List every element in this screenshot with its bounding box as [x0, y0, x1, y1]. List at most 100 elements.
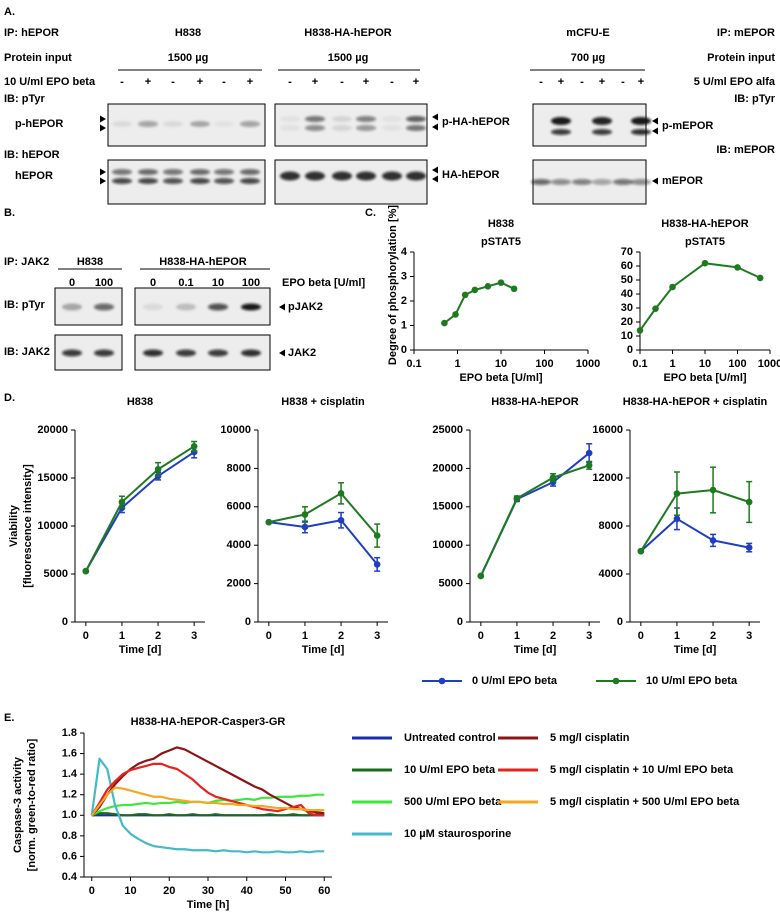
y-tick-label: 20: [621, 316, 633, 328]
band: [62, 349, 82, 357]
label: 10 U/ml EPO beta: [4, 76, 96, 88]
panel-label: B.: [4, 207, 15, 219]
band: [305, 116, 325, 122]
chart-title: H838: [488, 218, 514, 230]
label: IB: pTyr: [734, 93, 775, 105]
band: [631, 179, 651, 185]
band: [551, 117, 571, 125]
x-axis-label: Time [d]: [514, 644, 557, 656]
x-tick-label: 0.1: [632, 358, 647, 370]
series-line: [268, 519, 378, 566]
band: [138, 121, 158, 127]
band: [305, 125, 325, 131]
lane-label: -: [288, 76, 292, 88]
y-tick-label: 1.2: [62, 789, 77, 801]
marker: [373, 561, 381, 568]
x-tick-label: 1: [119, 630, 125, 642]
y-tick-label: 4: [401, 246, 408, 258]
marker: [154, 466, 162, 473]
band: [406, 125, 426, 131]
x-axis-label: Time [h]: [187, 899, 230, 911]
marker: [373, 532, 381, 539]
series-line: [91, 812, 325, 817]
y-tick-label: 5000: [44, 568, 68, 580]
marker: [669, 283, 676, 291]
x-tick-label: 2: [155, 630, 161, 642]
label: Protein input: [707, 52, 775, 64]
band: [190, 178, 210, 184]
label: IB: pTyr: [4, 299, 45, 311]
series-line: [84, 445, 195, 572]
band: [214, 121, 234, 127]
lane-label: +: [638, 76, 644, 88]
band: [208, 303, 228, 311]
y-tick-label: 20000: [37, 424, 68, 436]
blot: [532, 103, 647, 147]
lane-label: -: [580, 76, 584, 88]
x-tick-label: 60: [318, 885, 330, 897]
marker: [301, 511, 309, 518]
x-tick-label: 0: [638, 630, 644, 642]
band: [572, 179, 592, 185]
lane-label: -: [621, 76, 625, 88]
chart-subtitle: pSTAT5: [685, 236, 725, 248]
x-tick-label: 100: [728, 358, 746, 370]
label: IB: JAK2: [4, 346, 50, 358]
marker: [637, 547, 645, 555]
x-tick-label: 0.1: [406, 358, 421, 370]
y-tick-label: 0: [245, 616, 251, 628]
marker: [709, 537, 717, 544]
band: [241, 349, 261, 357]
lane-label: +: [197, 76, 203, 88]
y-tick-label: 50: [621, 274, 633, 286]
label: p-HA-hEPOR: [442, 116, 510, 128]
label: p-mEPOR: [662, 120, 713, 132]
group-name: mCFU-E: [566, 27, 609, 39]
band: [163, 169, 183, 175]
lane-label: -: [171, 76, 175, 88]
marker: [756, 274, 764, 282]
marker: [745, 544, 753, 551]
y-axis-label: Caspase-3 activity: [12, 756, 24, 853]
band: [280, 116, 300, 122]
x-tick-label: 20: [163, 885, 175, 897]
x-tick-label: 3: [374, 630, 380, 642]
lane-label: -: [222, 76, 226, 88]
x-tick-label: 100: [535, 358, 553, 370]
label: HA-hEPOR: [442, 169, 500, 181]
band: [592, 117, 612, 125]
legend-label: 500 U/ml EPO beta: [404, 796, 502, 808]
series-line: [90, 757, 325, 854]
marker: [585, 462, 593, 469]
y-tick-label: 20000: [432, 462, 463, 474]
label: IP: mEPOR: [717, 27, 775, 39]
band: [631, 129, 651, 135]
arrowhead: [100, 168, 106, 176]
lane-label: +: [145, 76, 151, 88]
group-name: H838: [77, 256, 103, 268]
lane-label: -: [539, 76, 543, 88]
y-tick-label: 30: [621, 302, 633, 314]
band: [240, 169, 260, 175]
panel-label: C.: [365, 207, 376, 219]
lane-label: 100: [95, 277, 113, 289]
x-tick-label: 10: [495, 358, 507, 370]
y-tick-label: 60: [621, 260, 633, 272]
marker: [118, 498, 126, 506]
band: [62, 303, 82, 311]
lane-label: +: [312, 76, 318, 88]
marker: [461, 291, 469, 299]
lane-label: 0: [150, 277, 156, 289]
y-tick-label: 4000: [227, 539, 251, 551]
y-tick-label: 6000: [227, 501, 251, 513]
chart-title: H838 + cisplatin: [281, 396, 365, 408]
marker: [337, 516, 345, 524]
x-tick-label: 3: [586, 630, 592, 642]
band: [163, 178, 183, 184]
band: [631, 117, 651, 125]
band: [332, 171, 352, 181]
chart-title: H838-HA-hEPOR: [661, 218, 748, 230]
group-name: H838-HA-hEPOR: [159, 256, 246, 268]
band: [240, 178, 260, 184]
marker: [709, 486, 717, 494]
